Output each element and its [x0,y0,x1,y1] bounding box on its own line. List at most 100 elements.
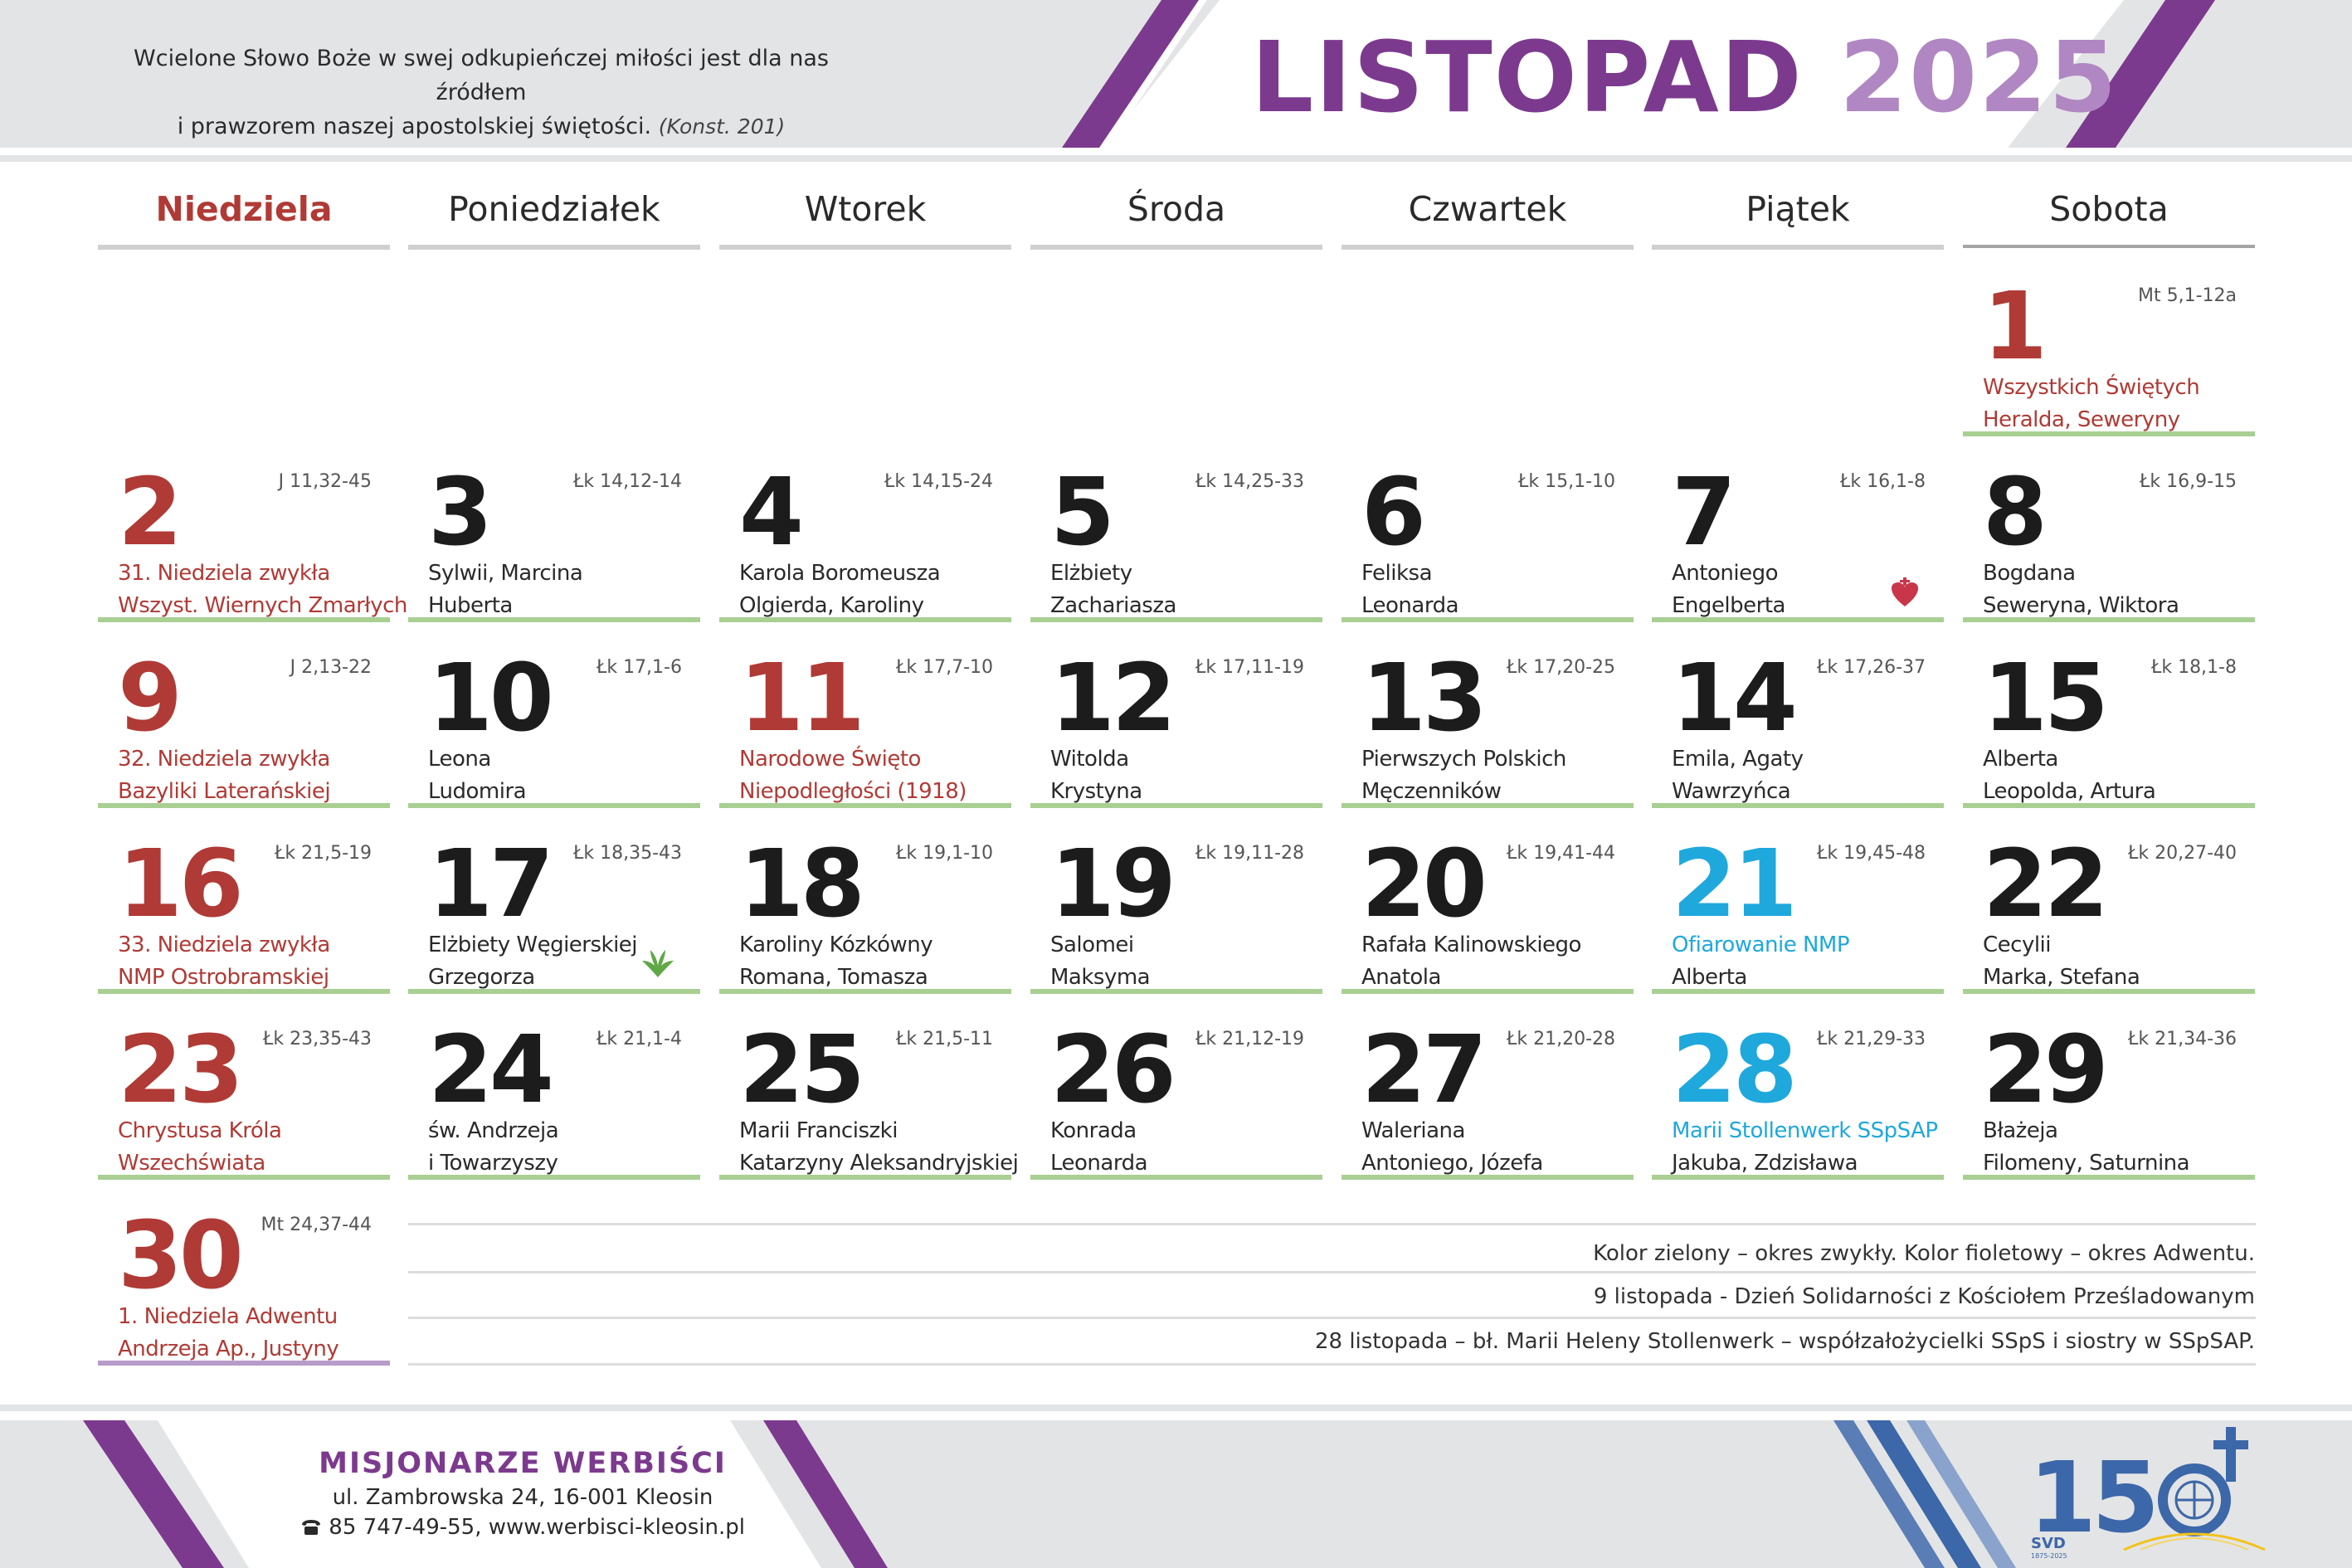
day-cell-5[interactable]: 5 Łk 14,25-33 Elżbiety Zachariasza [1030,436,1322,622]
day-underline [1342,803,1634,808]
day-underline [98,989,390,994]
dove-icon [642,950,674,977]
day-number: 16 [118,830,244,938]
day-cell-9[interactable]: 9 J 2,13-22 32. Niedziela zwykła Bazylik… [98,622,390,808]
day-number: 4 [739,459,804,567]
day-cell-14[interactable]: 14 Łk 17,26-37 Emila, Agaty Wawrzyńca [1652,622,1944,808]
day-reading: Łk 21,12-19 [1195,1029,1304,1049]
day-number: 20 [1361,830,1488,938]
day-name-line-1: Pierwszych Polskich [1361,747,1566,772]
day-reading: Łk 14,25-33 [1195,471,1304,492]
day-name-line-1: Karola Boromeusza [739,561,941,586]
day-number: 17 [428,830,554,938]
day-reading: Łk 18,35-43 [572,843,682,864]
day-cell-6[interactable]: 6 Łk 15,1-10 Feliksa Leonarda [1342,436,1634,622]
day-cell-28[interactable]: 28 Łk 21,29-33 Marii Stollenwerk SSpSAP … [1652,994,1944,1180]
day-name-line-2: Wawrzyńca [1672,779,1791,804]
day-cell-3[interactable]: 3 Łk 14,12-14 Sylwii, Marcina Huberta [408,436,700,622]
day-name-line-2: Krystyna [1050,779,1142,804]
day-number: 6 [1361,459,1426,567]
day-reading: Łk 14,12-14 [572,471,682,492]
day-name-line-1: Bogdana [1983,561,2076,586]
day-name-line-1: Emila, Agaty [1672,747,1804,772]
footer-middle-stripes [763,1420,888,1568]
day-underline [719,989,1011,994]
day-cell-12[interactable]: 12 Łk 17,11-19 Witolda Krystyna [1030,622,1322,808]
day-name-line-2: Huberta [428,593,513,618]
day-number: 27 [1361,1016,1488,1124]
day-cell-30[interactable]: 30 Mt 24,37-44 1. Niedziela Adwentu Andr… [98,1180,390,1366]
weekday-underline [1963,245,2255,248]
day-cell-11[interactable]: 11 Łk 17,7-10 Narodowe Święto Niepodległ… [719,622,1011,808]
day-name-line-2: Olgierda, Karoliny [739,593,924,618]
title-panel [1103,0,2124,148]
day-name-line-2: Filomeny, Saturnina [1983,1151,2190,1176]
weekday-sunday: Niedziela [155,189,333,229]
day-name-line-2: Alberta [1672,965,1747,990]
day-cell-17[interactable]: 17 Łk 18,35-43 Elżbiety Węgierskiej Grze… [408,808,700,994]
day-number: 13 [1361,645,1488,752]
day-name-line-2: Leonarda [1361,593,1459,618]
day-name-line-2: Męczenników [1361,779,1502,804]
day-cell-27[interactable]: 27 Łk 21,20-28 Waleriana Antoniego, Józe… [1342,994,1634,1180]
day-name-line-2: Maksyma [1050,965,1151,990]
day-underline [1342,1175,1634,1180]
day-name-line-2: NMP Ostrobramskiej [118,965,329,990]
day-number: 7 [1672,459,1736,567]
day-cell-25[interactable]: 25 Łk 21,5-11 Marii Franciszki Katarzyny… [719,994,1019,1180]
day-reading: Łk 20,27-40 [2127,843,2237,864]
day-cell-18[interactable]: 18 Łk 19,1-10 Karoliny Kózkówny Romana, … [719,808,1011,994]
day-cell-23[interactable]: 23 Łk 23,35-43 Chrystusa Króla Wszechświ… [98,994,390,1180]
day-cell-20[interactable]: 20 Łk 19,41-44 Rafała Kalinowskiego Anat… [1342,808,1634,994]
day-name-line-2: Wszechświata [118,1151,265,1176]
weekday-friday: Piątek [1746,189,1850,229]
day-number: 2 [118,459,183,567]
day-cell-4[interactable]: 4 Łk 14,15-24 Karola Boromeusza Olgierda… [719,436,1011,622]
day-cell-26[interactable]: 26 Łk 21,12-19 Konrada Leonarda [1030,994,1322,1180]
day-cell-1[interactable]: 1 Mt 5,1-12a Wszystkich Świętych Heralda… [1963,251,2255,436]
day-underline [408,803,700,808]
day-name-line-1: Alberta [1983,747,2058,772]
day-underline [1652,989,1944,994]
footer-separator [0,1405,2352,1411]
note-solidarity-day: 9 listopada - Dzień Solidarności z Kości… [1593,1284,2255,1309]
day-underline [1652,1175,1944,1180]
weekday-underline [1652,245,1944,250]
day-cell-22[interactable]: 22 Łk 20,27-40 Cecylii Marka, Stefana [1963,808,2255,994]
day-cell-2[interactable]: 2 J 11,32-45 31. Niedziela zwykła Wszyst… [98,436,407,622]
constitution-quote: Wcielone Słowo Boże w swej odkupieńczej … [124,41,838,144]
day-name-line-2: Wszyst. Wiernych Zmarłych [118,593,407,618]
day-cell-21[interactable]: 21 Łk 19,45-48 Ofiarowanie NMP Alberta [1652,808,1944,994]
logo-years-text: 1875-2025 [2031,1552,2067,1558]
day-name-line-1: Błażeja [1983,1118,2058,1143]
day-name-line-1: Salomei [1050,933,1134,957]
day-cell-7[interactable]: 7 Łk 16,1-8 Antoniego Engelberta [1652,436,1944,622]
day-name-line-1: Waleriana [1361,1118,1465,1143]
day-cell-13[interactable]: 13 Łk 17,20-25 Pierwszych Polskich Męcze… [1342,622,1634,808]
day-cell-15[interactable]: 15 Łk 18,1-8 Alberta Leopolda, Artura [1963,622,2255,808]
day-number: 9 [118,645,183,752]
day-reading: Łk 16,1-8 [1839,471,1926,492]
footer-left-stripes [83,1420,224,1568]
day-number: 12 [1050,645,1176,752]
day-name-line-1: Antoniego [1672,561,1778,586]
day-cell-8[interactable]: 8 Łk 16,9-15 Bogdana Seweryna, Wiktora [1963,436,2255,622]
day-cell-10[interactable]: 10 Łk 17,1-6 Leona Ludomira [408,622,700,808]
day-cell-24[interactable]: 24 Łk 21,1-4 św. Andrzeja i Towarzyszy [408,994,700,1180]
day-name-line-2: Ludomira [428,779,527,804]
day-reading: Mt 24,37-44 [261,1215,372,1235]
day-underline [719,617,1011,622]
note-stollenwerk: 28 listopada – bł. Marii Heleny Stollenw… [1314,1329,2255,1354]
note-divider [408,1271,2256,1273]
day-reading: Łk 16,9-15 [2139,471,2237,492]
day-number: 23 [118,1016,244,1124]
weekday-underline [1342,245,1634,250]
org-contact: 85 747-49-55, www.werbisci-kleosin.pl [274,1515,772,1540]
day-name-line-1: Narodowe Święto [739,747,921,772]
day-cell-16[interactable]: 16 Łk 21,5-19 33. Niedziela zwykła NMP O… [98,808,390,994]
org-address: ul. Zambrowska 24, 16-001 Kleosin [332,1485,713,1510]
day-cell-29[interactable]: 29 Łk 21,34-36 Błażeja Filomeny, Saturni… [1963,994,2255,1180]
day-cell-19[interactable]: 19 Łk 19,11-28 Salomei Maksyma [1030,808,1322,994]
day-name-line-2: Jakuba, Zdzisława [1672,1151,1858,1176]
day-name-line-2: Romana, Tomasza [739,965,928,990]
